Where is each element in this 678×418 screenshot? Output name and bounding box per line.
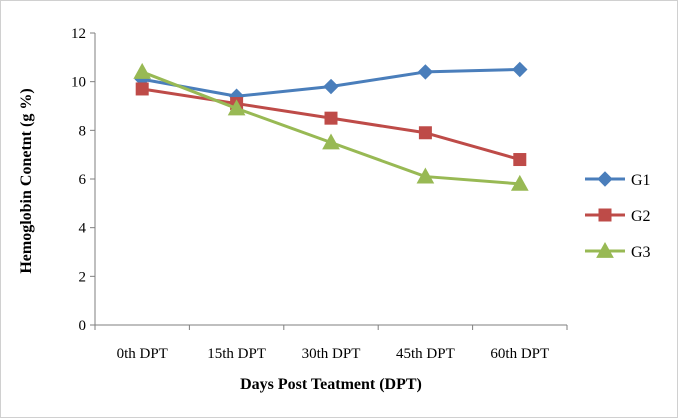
x-axis-title: Days Post Teatment (DPT) — [240, 376, 422, 393]
axes — [90, 32, 568, 330]
x-tick-label: 0th DPT — [117, 346, 168, 362]
data-point-g2 — [513, 153, 527, 167]
x-tick-label: 30th DPT — [302, 346, 361, 362]
legend-item-g2: G2 — [585, 208, 651, 225]
series-layer — [133, 61, 529, 191]
data-point-g3 — [416, 167, 435, 184]
data-point-g2 — [324, 111, 338, 125]
x-tick-labels: 0th DPT 15th DPT 30th DPT 45th DPT 60th DPT — [117, 346, 550, 362]
legend-marker-g3 — [596, 241, 614, 258]
legend-item-g1: G1 — [585, 171, 651, 189]
x-tick-label: 15th DPT — [207, 346, 266, 362]
y-tick-label: 6 — [79, 172, 87, 188]
legend: G1 G2 G3 — [585, 171, 651, 261]
legend-label-g2: G2 — [631, 208, 651, 225]
data-point-g1 — [323, 78, 339, 95]
data-point-g1 — [417, 64, 434, 80]
legend-marker-g2 — [598, 208, 612, 222]
legend-label-g3: G3 — [631, 244, 651, 261]
y-tick-label: 12 — [71, 26, 86, 42]
y-tick-label: 8 — [79, 123, 87, 139]
data-point-g2 — [135, 82, 149, 96]
series-g2 — [135, 82, 527, 167]
y-tick-label: 10 — [71, 75, 86, 91]
legend-item-g3: G3 — [585, 241, 651, 261]
legend-label-g1: G1 — [631, 172, 651, 189]
y-tick-label: 4 — [79, 221, 87, 237]
y-tick-labels: 0 2 4 6 8 10 12 — [71, 26, 87, 334]
data-point-g1 — [512, 61, 528, 78]
data-point-g3 — [510, 174, 529, 191]
x-tick-label: 45th DPT — [396, 346, 455, 362]
y-tick-label: 0 — [79, 318, 87, 334]
data-point-g3 — [227, 99, 246, 116]
y-tick-label: 2 — [79, 269, 87, 285]
series-g3 — [133, 62, 529, 191]
legend-marker-g1 — [597, 171, 613, 187]
data-point-g3 — [133, 62, 152, 79]
data-point-g2 — [418, 126, 432, 140]
y-axis-title: Hemoglobin Conetnt (g %) — [18, 88, 35, 273]
data-point-g3 — [322, 133, 340, 150]
x-tick-label: 60th DPT — [490, 346, 549, 362]
